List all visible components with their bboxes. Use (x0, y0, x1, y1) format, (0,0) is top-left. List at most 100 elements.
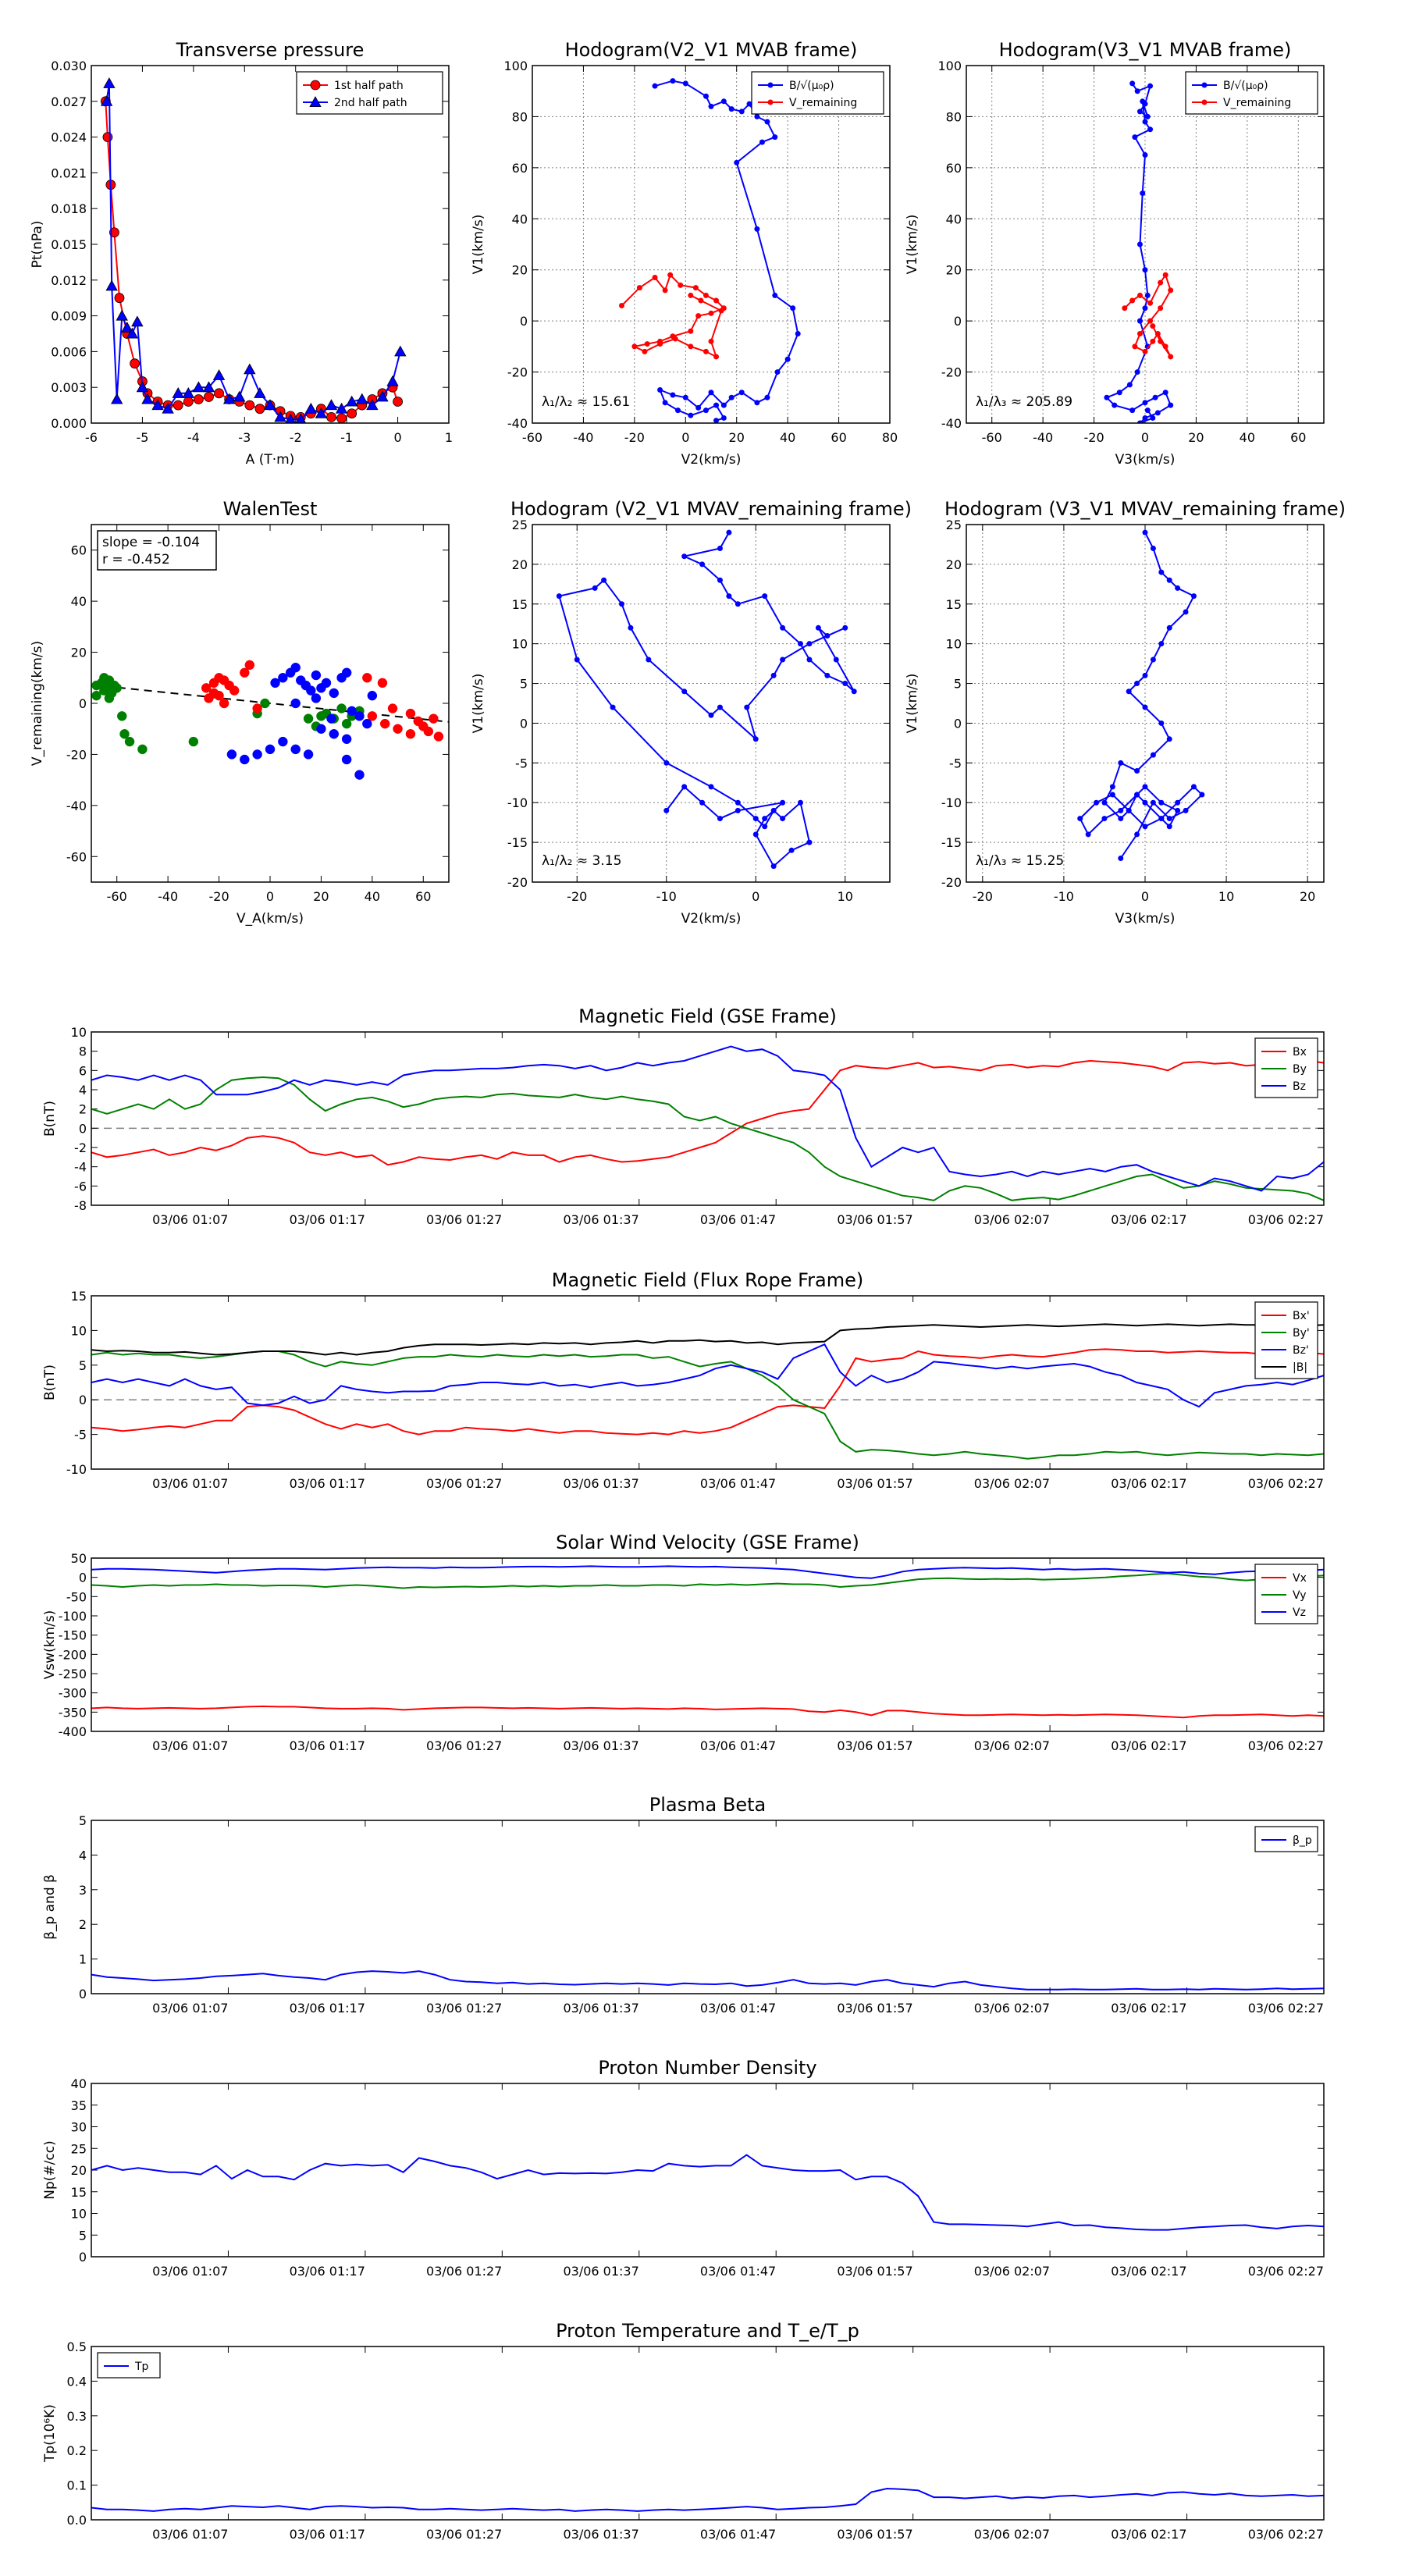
data-point (1134, 831, 1140, 838)
ytick-label: -5 (515, 756, 528, 770)
ytick-label: 3 (79, 1883, 87, 1898)
ytick-label: -5 (74, 1428, 87, 1443)
ytick-label: -50 (66, 1589, 87, 1604)
data-point (1158, 305, 1164, 311)
ytick-label: 80 (512, 109, 528, 124)
ytick-label: 40 (512, 212, 528, 226)
data-point (114, 293, 125, 304)
chart-title: Proton Temperature and T_e/T_p (556, 2320, 859, 2342)
ytick-label: 5 (79, 2228, 87, 2243)
xtick-label: 03/06 01:37 (563, 1212, 638, 1227)
legend-label: Vy (1293, 1589, 1307, 1602)
plot-frame (91, 1820, 1325, 1994)
series--b- (91, 1323, 1324, 1356)
xtick-label: 03/06 01:07 (152, 2264, 228, 2279)
ytick-label: 0.009 (51, 309, 87, 324)
ytick-label: 0.2 (67, 2443, 87, 2458)
y-axis-label: Tp(10⁶K) (42, 2404, 58, 2463)
xtick-label: 03/06 02:27 (1248, 2001, 1324, 2016)
data-point (806, 656, 813, 663)
ytick-label: 10 (71, 1323, 87, 1338)
fit-line (91, 684, 449, 723)
data-point (708, 712, 714, 718)
xtick-label: 40 (1240, 430, 1255, 445)
data-point (137, 744, 148, 755)
ytick-label: -250 (59, 1667, 87, 1681)
chart-walen-test: WalenTest -60 -40 -20 0 20 40 60 -60 -40 -20 0 20 40 6… (30, 498, 450, 927)
series-line (91, 1970, 1324, 1991)
data-point (252, 749, 262, 760)
legend-label: 2nd half path (334, 97, 407, 109)
chart-plasma-beta: Plasma Beta 0 1 2 3 4 5 03/06 01:07 03/06 01:17 0… (42, 1794, 1325, 2016)
data-point (770, 807, 777, 813)
chart-hodogram-v2-v1-mvab: Hodogram(V2_V1 MVAB frame) -40 -20 0 20 40 60 8… (471, 39, 898, 468)
xtick-label: -40 (1033, 430, 1053, 445)
data-point (1154, 410, 1161, 416)
plot-frame (532, 524, 891, 883)
data-point (815, 624, 821, 631)
ytick-label: 0 (520, 314, 528, 329)
data-point (1168, 402, 1174, 408)
xtick-label: 0 (752, 889, 759, 904)
ytick-label: 2 (79, 1917, 87, 1932)
chart-hodogram-v3-v1-mvab: Hodogram(V3_V1 MVAB frame) -40 -20 0 20 40 60 8… (905, 39, 1325, 468)
data-point (592, 585, 598, 591)
ytick-label: -200 (59, 1647, 87, 1662)
y-axis-label: Np(#/cc) (42, 2140, 58, 2199)
legend-label: B/√(μ₀ρ) (1223, 80, 1268, 92)
data-point (1142, 784, 1148, 790)
data-point (117, 711, 127, 721)
data-point (100, 94, 113, 106)
ytick-label: 0 (520, 716, 528, 731)
data-point (824, 672, 831, 678)
xtick-label: 03/06 01:57 (837, 2001, 912, 2016)
data-point (720, 415, 727, 421)
data-point (1175, 799, 1181, 806)
data-point (244, 660, 255, 671)
data-point (229, 685, 240, 696)
data-point (762, 816, 768, 822)
data-point (226, 749, 237, 760)
data-point (708, 338, 714, 344)
series-vy (91, 1572, 1324, 1589)
xtick-label: 0 (681, 430, 689, 445)
xtick-label: 1 (445, 430, 453, 445)
ytick-label: -10 (941, 795, 962, 810)
xtick-label: 03/06 02:07 (974, 1738, 1050, 1753)
data-point (1158, 569, 1165, 575)
ytick-label: 40 (71, 594, 87, 609)
data-point (1150, 323, 1156, 329)
ytick-label: 0.000 (51, 416, 87, 431)
plot-area (91, 660, 449, 780)
data-point (102, 132, 113, 143)
ytick-label: -8 (74, 1198, 87, 1213)
ytick-label: 0.4 (67, 2374, 87, 2389)
data-point (772, 292, 778, 298)
data-point (698, 297, 704, 304)
ytick-label: 40 (946, 212, 962, 226)
ytick-label: 4 (79, 1848, 87, 1863)
data-point (688, 292, 694, 298)
data-point (1190, 784, 1197, 790)
ratio-annotation: λ₁/λ₂ ≈ 15.61 (542, 394, 630, 410)
data-point (682, 80, 688, 87)
series-v-remaining (1122, 272, 1174, 360)
data-point (688, 328, 694, 334)
data-point (366, 399, 379, 411)
data-point (619, 303, 624, 309)
data-point (172, 387, 184, 398)
data-point (695, 313, 702, 319)
data-point (681, 688, 688, 695)
data-point (1152, 394, 1158, 400)
xtick-label: 20 (1188, 430, 1204, 445)
plot-area (556, 529, 857, 870)
data-point (746, 101, 752, 107)
data-point (354, 711, 365, 721)
data-point (1142, 348, 1148, 354)
data-point (1147, 126, 1154, 133)
data-point (1158, 720, 1165, 726)
data-point (1144, 113, 1151, 119)
legend-label: V_remaining (1223, 97, 1291, 109)
chart-title: Magnetic Field (Flux Rope Frame) (552, 1269, 863, 1291)
data-point (764, 119, 770, 125)
